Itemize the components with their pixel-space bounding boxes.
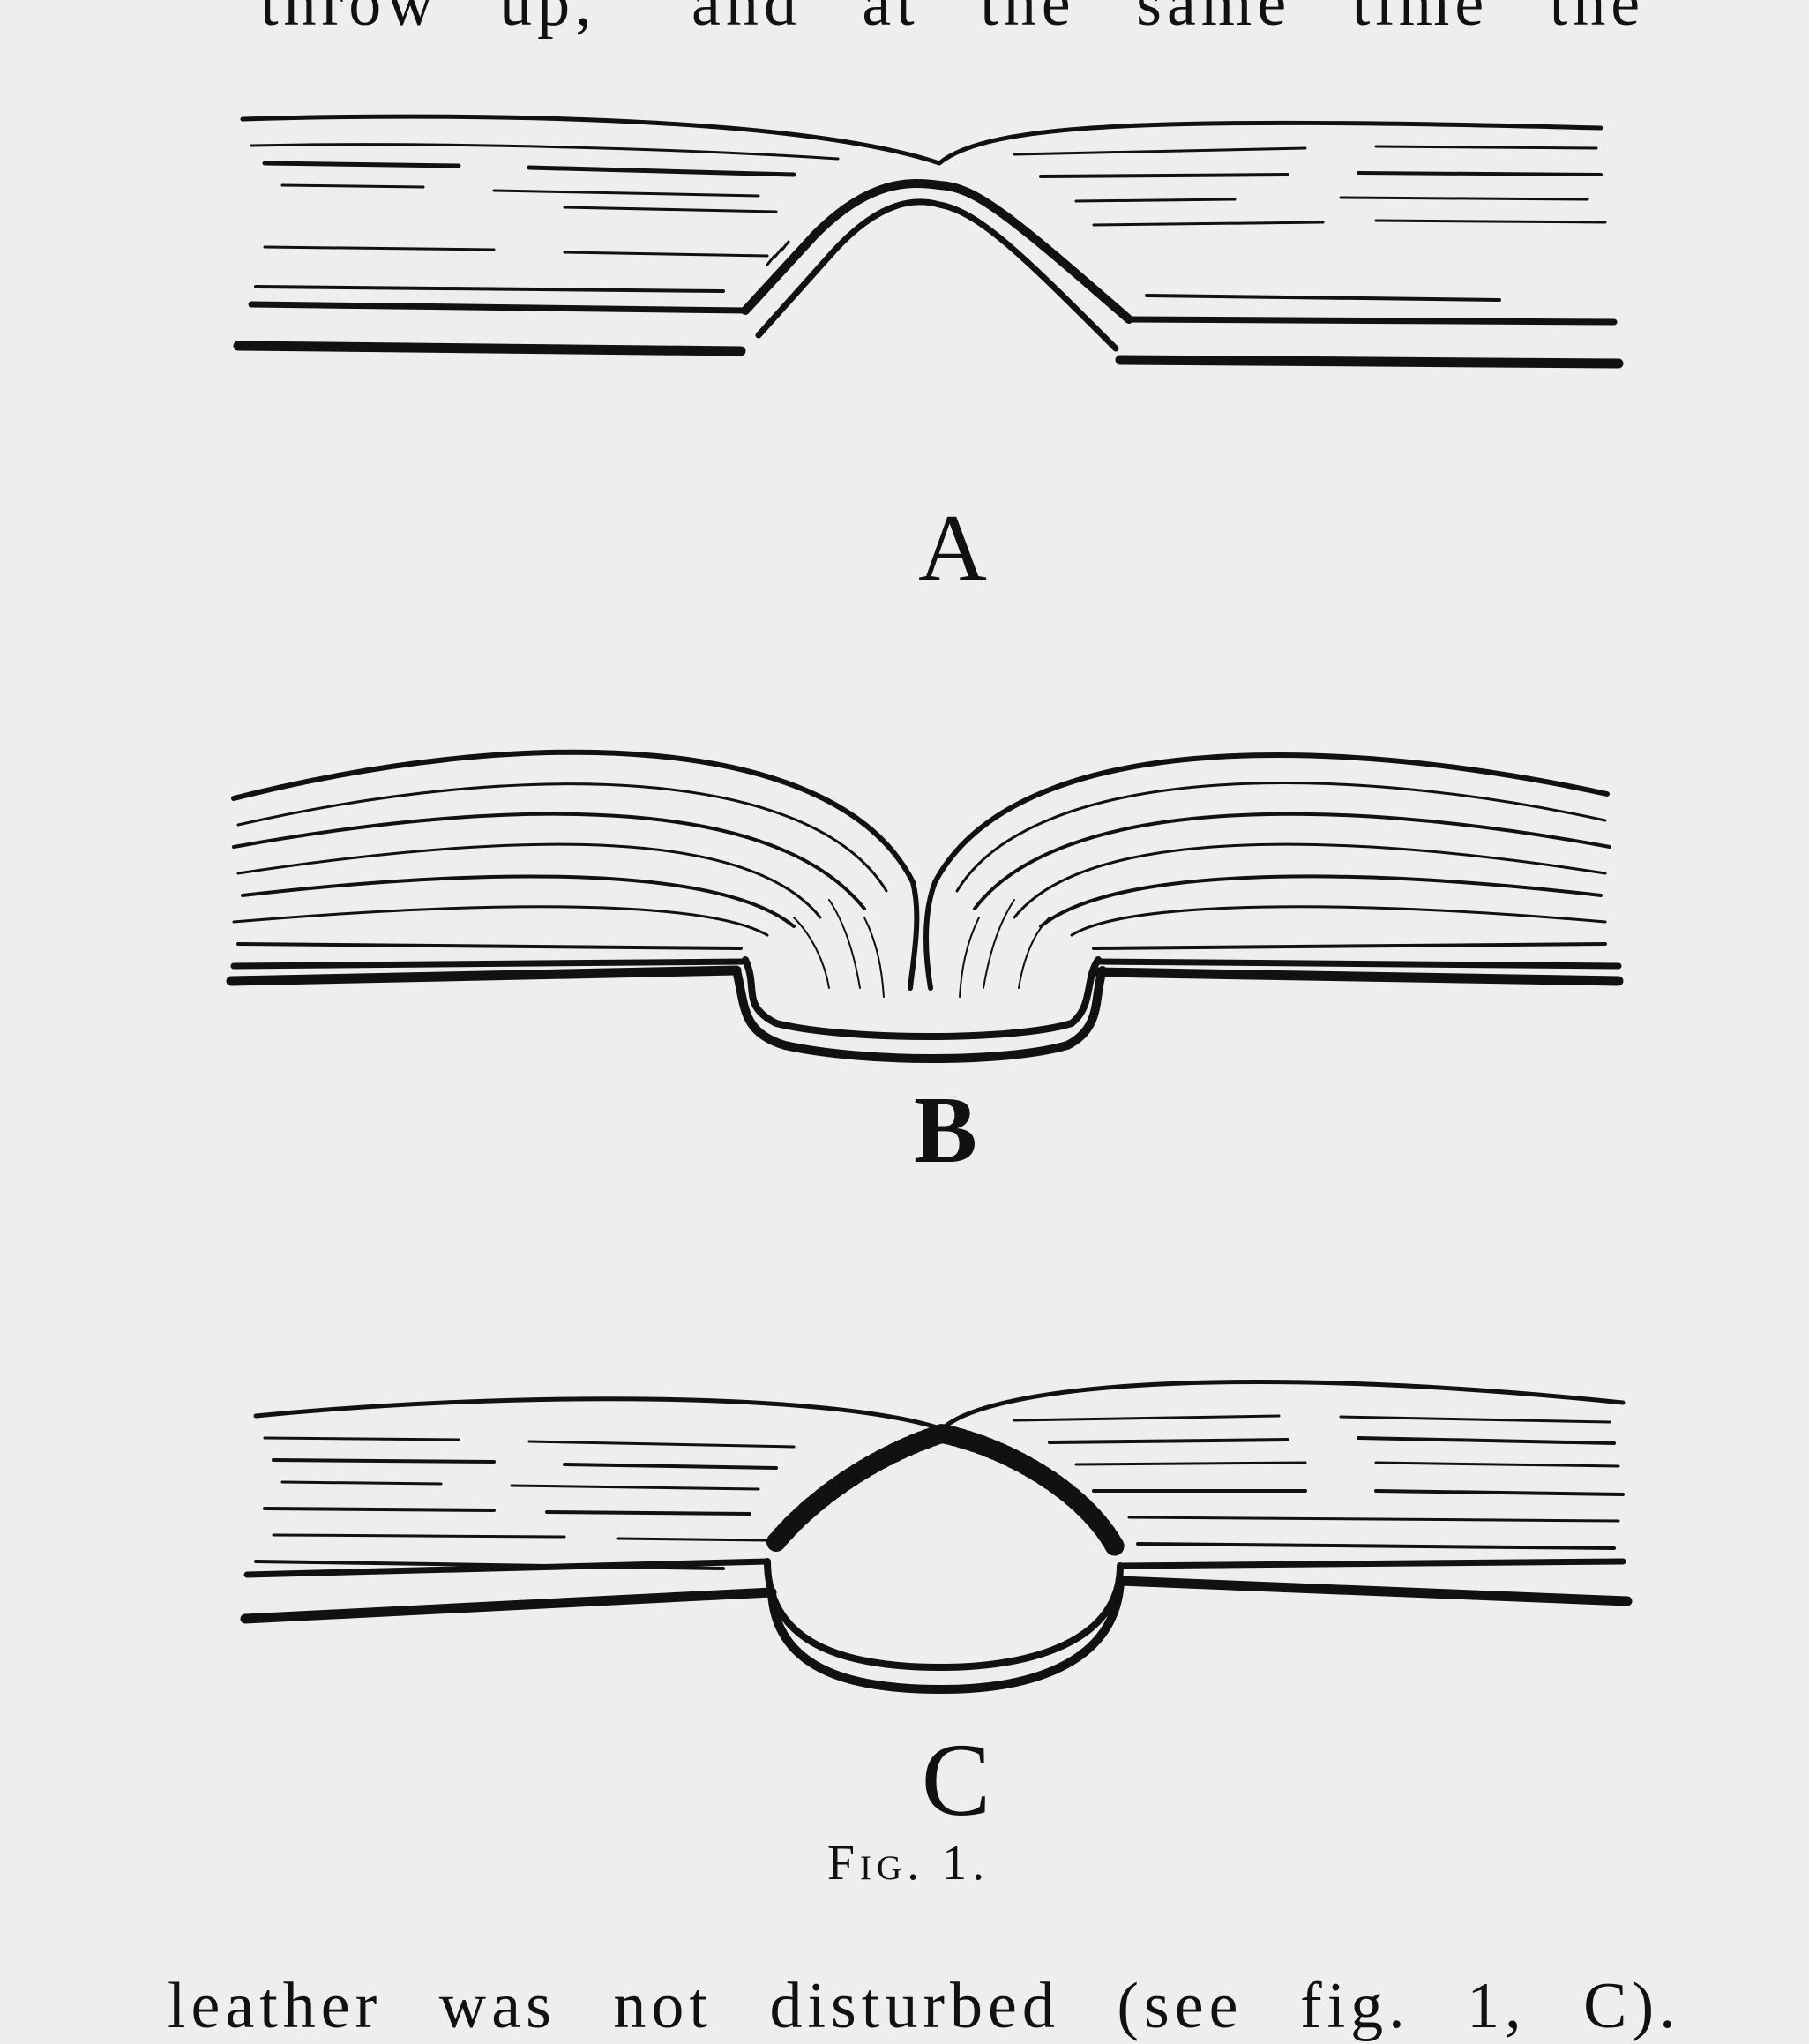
figure-label-c: C: [921, 1722, 991, 1838]
figure-caption: Fig. 1.: [826, 1836, 990, 1891]
figure-label-a: A: [918, 496, 987, 601]
panel-c-drawing: [240, 1380, 1633, 1695]
panel-b-drawing: [226, 749, 1624, 1063]
running-text-bottom: leather was not disturbed (see fig. 1, C…: [168, 1970, 1681, 2042]
panel-a-drawing: [233, 114, 1624, 369]
running-text-top: throw up,” and at the same time the: [260, 0, 1646, 40]
figure-label-b: B: [913, 1078, 978, 1183]
